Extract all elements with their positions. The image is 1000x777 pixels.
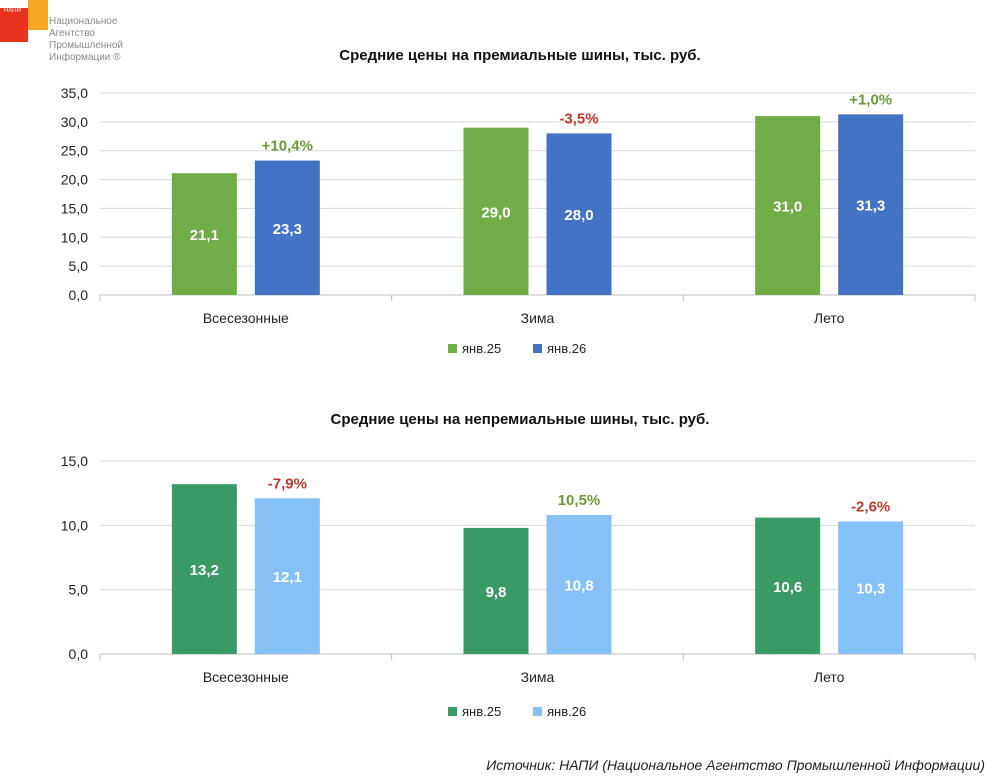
y-tick-label: 35,0 <box>61 85 88 101</box>
chart-title: Средние цены на премиальные шины, тыс. р… <box>339 47 700 64</box>
logo-abbr: НАПИ <box>4 8 21 14</box>
change-label: +1,0% <box>849 91 892 108</box>
logo: НАПИ Национальное Агентство Промышленной… <box>0 0 123 63</box>
legend-swatch <box>448 344 457 353</box>
bar-янв.25 <box>755 517 821 654</box>
bar-янв.25 <box>755 116 821 295</box>
bar-value-label: 13,2 <box>190 562 219 579</box>
category-label: Всесезонные <box>203 669 289 685</box>
bar-янв.26 <box>254 498 320 654</box>
chart-title: Средние цены на непремиальные шины, тыс.… <box>331 411 710 428</box>
source-note: Источник: НАПИ (Национальное Агентство П… <box>486 757 985 773</box>
category-label: Лето <box>814 310 845 326</box>
y-tick-label: 25,0 <box>61 143 88 159</box>
y-tick-label: 20,0 <box>61 172 88 188</box>
bar-янв.26 <box>254 160 320 295</box>
y-tick-label: 5,0 <box>69 582 89 598</box>
change-label: -7,9% <box>268 475 307 492</box>
chart-1: Средние цены на премиальные шины, тыс. р… <box>61 47 976 356</box>
legend-swatch <box>533 707 542 716</box>
bar-value-label: 12,1 <box>273 569 302 586</box>
y-tick-label: 0,0 <box>69 646 89 662</box>
logo-line: Агентство <box>49 28 95 39</box>
y-tick-label: 5,0 <box>69 258 89 274</box>
y-tick-label: 15,0 <box>61 200 88 216</box>
change-label: -2,6% <box>851 498 890 515</box>
logo-line: Информации ® <box>49 51 121 63</box>
logo-line: Промышленной <box>49 40 123 51</box>
bar-value-label: 31,0 <box>773 199 802 216</box>
category-label: Зима <box>521 669 555 685</box>
change-label: -3,5% <box>559 110 598 127</box>
bar-янв.25 <box>171 484 237 654</box>
logo-line: Национальное <box>49 16 118 27</box>
logo-red-block <box>0 8 28 42</box>
y-tick-label: 30,0 <box>61 114 88 130</box>
bar-value-label: 31,3 <box>856 198 885 215</box>
bar-value-label: 10,3 <box>856 581 885 598</box>
bar-value-label: 28,0 <box>564 207 593 224</box>
legend-label: янв.25 <box>462 704 501 719</box>
category-label: Лето <box>814 669 845 685</box>
bar-янв.25 <box>171 173 237 295</box>
legend-swatch <box>533 344 542 353</box>
y-tick-label: 15,0 <box>61 453 88 469</box>
logo-orange-block <box>28 0 48 30</box>
bar-янв.25 <box>463 527 529 654</box>
bar-янв.26 <box>546 515 612 654</box>
bar-янв.26 <box>838 521 904 654</box>
category-label: Зима <box>521 310 555 326</box>
bar-value-label: 10,6 <box>773 579 802 596</box>
change-label: 10,5% <box>558 492 601 509</box>
bar-янв.26 <box>546 133 612 295</box>
legend-label: янв.26 <box>547 341 586 356</box>
legend-swatch <box>448 707 457 716</box>
y-tick-label: 10,0 <box>61 229 88 245</box>
y-tick-label: 0,0 <box>69 287 89 303</box>
bar-янв.26 <box>838 114 904 296</box>
legend-label: янв.25 <box>462 341 501 356</box>
category-label: Всесезонные <box>203 310 289 326</box>
legend-label: янв.26 <box>547 704 586 719</box>
bar-value-label: 29,0 <box>481 204 510 221</box>
bar-value-label: 10,8 <box>564 578 593 595</box>
y-tick-label: 10,0 <box>61 517 88 533</box>
bar-value-label: 9,8 <box>486 584 507 601</box>
bar-янв.25 <box>463 127 529 295</box>
bar-value-label: 23,3 <box>273 221 302 238</box>
change-label: +10,4% <box>262 138 313 155</box>
bar-value-label: 21,1 <box>190 227 219 244</box>
chart-2: Средние цены на непремиальные шины, тыс.… <box>61 411 976 719</box>
